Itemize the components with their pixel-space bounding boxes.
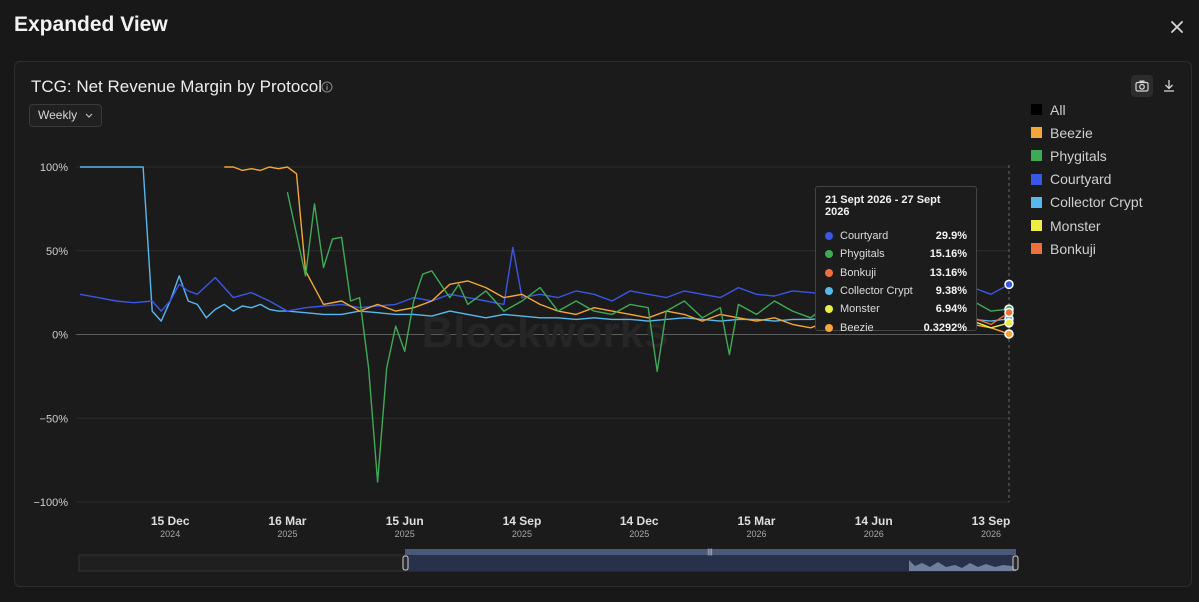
- legend-item-phygitals[interactable]: Phygitals: [1031, 144, 1143, 167]
- tooltip-series-name: Beezie: [840, 321, 874, 334]
- y-axis: 100% 50% 0% −50% −100%: [33, 162, 68, 509]
- modal-title: Expanded View: [14, 13, 168, 36]
- x-tick-label: 15 Mar: [737, 514, 775, 528]
- tooltip-row: Phygitals 15.16%: [825, 245, 967, 263]
- tooltip-row: Beezie 0.3292%: [825, 318, 967, 336]
- tooltip-series-name: Bonkuji: [840, 266, 877, 279]
- tooltip-dot: [825, 305, 833, 314]
- range-navigator[interactable]: |||: [78, 549, 1019, 572]
- legend-swatch: [1031, 104, 1042, 116]
- tooltip-row: Bonkuji 13.16%: [825, 264, 967, 282]
- x-tick-label: 14 Sep: [503, 514, 542, 528]
- legend-label: Bonkuji: [1050, 240, 1096, 257]
- legend-swatch: [1031, 173, 1042, 185]
- screenshot-button[interactable]: [1131, 75, 1153, 97]
- x-tick-label: 15 Jun: [386, 514, 424, 528]
- hover-marker-bonkuji: [1004, 307, 1014, 318]
- x-tick-year: 2026: [864, 529, 884, 539]
- legend-label: Phygitals: [1050, 147, 1107, 164]
- tooltip-series-name: Courtyard: [840, 230, 889, 243]
- camera-icon: [1135, 80, 1149, 92]
- legend-swatch: [1031, 150, 1042, 162]
- x-tick-year: 2025: [629, 529, 649, 539]
- tooltip-series-value: 9.38%: [935, 285, 967, 298]
- tooltip-series-value: 15.16%: [929, 248, 967, 261]
- x-tick-label: 14 Jun: [855, 514, 893, 528]
- legend-item-all[interactable]: All: [1031, 98, 1143, 121]
- legend-label: Beezie: [1050, 124, 1093, 141]
- modal-header: Expanded View: [0, 0, 1199, 56]
- hover-marker-monster: [1004, 318, 1014, 328]
- x-tick-year: 2026: [746, 529, 766, 539]
- legend-swatch: [1031, 127, 1042, 139]
- legend-item-courtyard[interactable]: Courtyard: [1031, 168, 1143, 191]
- tooltip-series-name: Monster: [840, 303, 880, 316]
- navigator-selection[interactable]: [405, 555, 1016, 571]
- chevron-down-icon: [85, 113, 93, 118]
- watermark: Blockworks: [422, 308, 669, 357]
- legend-label: Monster: [1050, 217, 1101, 234]
- x-tick-label: 15 Dec: [151, 514, 190, 528]
- y-tick-label: 100%: [40, 162, 68, 174]
- chart-title: TCG: Net Revenue Margin by Protocol: [31, 77, 323, 96]
- y-tick-label: −50%: [40, 413, 69, 425]
- tooltip-series-value: 29.9%: [935, 230, 967, 243]
- legend-item-collector-crypt[interactable]: Collector Crypt: [1031, 191, 1143, 214]
- interval-select-value: Weekly: [38, 108, 78, 122]
- x-tick-label: 14 Dec: [620, 514, 659, 528]
- download-button[interactable]: [1158, 75, 1180, 97]
- navigator-minimap: [909, 560, 1016, 571]
- legend-item-bonkuji[interactable]: Bonkuji: [1031, 237, 1143, 260]
- navigator-left-handle[interactable]: [402, 555, 409, 571]
- navigator-grip-icon: |||: [707, 549, 713, 556]
- close-button[interactable]: [1166, 16, 1188, 38]
- tooltip-title: 21 Sept 2026 - 27 Sept 2026: [825, 194, 941, 218]
- x-tick-year: 2025: [395, 529, 415, 539]
- x-tick-year: 2025: [277, 529, 297, 539]
- legend-swatch: [1031, 243, 1042, 255]
- info-icon[interactable]: [321, 81, 333, 93]
- hover-marker-beezie: [1004, 329, 1014, 339]
- tooltip-dot: [825, 232, 833, 241]
- legend-swatch: [1031, 196, 1042, 208]
- tooltip-dot: [825, 268, 833, 277]
- hover-tooltip: 21 Sept 2026 - 27 Sept 2026 Courtyard 29.…: [815, 186, 977, 334]
- chart-card: TCG: Net Revenue Margin by Protocol Week…: [14, 61, 1192, 587]
- close-icon: [1171, 21, 1183, 33]
- tooltip-row: Collector Crypt 9.38%: [825, 282, 967, 300]
- tooltip-series-name: Collector Crypt: [840, 285, 913, 298]
- x-tick-label: 16 Mar: [268, 514, 306, 528]
- tooltip-series-value: 6.94%: [935, 303, 967, 316]
- legend-label: Courtyard: [1050, 171, 1112, 188]
- tooltip-series-value: 0.3292%: [923, 321, 967, 334]
- legend-swatch: [1031, 220, 1042, 232]
- legend-item-beezie[interactable]: Beezie: [1031, 121, 1143, 144]
- x-tick-year: 2026: [981, 529, 1001, 539]
- tooltip-dot: [825, 323, 833, 332]
- legend-item-monster[interactable]: Monster: [1031, 214, 1143, 237]
- tooltip-dot: [825, 287, 833, 296]
- hover-markers: [1004, 279, 1014, 339]
- download-icon: [1164, 80, 1174, 92]
- x-tick-year: 2025: [512, 529, 532, 539]
- navigator-right-handle[interactable]: [1012, 555, 1019, 571]
- y-tick-label: 50%: [46, 246, 68, 258]
- x-tick-label: 13 Sep: [972, 514, 1011, 528]
- legend: All Beezie Phygitals Courtyard Collector Cry…: [1031, 98, 1143, 260]
- legend-label: Collector Crypt: [1050, 194, 1143, 211]
- navigator-selection-bar[interactable]: [405, 549, 1016, 555]
- hover-marker-courtyard: [1004, 279, 1014, 290]
- y-tick-label: 0%: [52, 330, 68, 342]
- tooltip-row: Monster 6.94%: [825, 300, 967, 318]
- interval-select[interactable]: Weekly: [29, 104, 103, 127]
- tooltip-row: Courtyard 29.9%: [825, 227, 967, 245]
- legend-label: All: [1050, 101, 1066, 118]
- tooltip-series-value: 13.16%: [929, 266, 967, 279]
- tooltip-dot: [825, 250, 833, 259]
- tooltip-series-name: Phygitals: [840, 248, 885, 261]
- x-tick-year: 2024: [160, 529, 180, 539]
- y-tick-label: −100%: [33, 497, 68, 509]
